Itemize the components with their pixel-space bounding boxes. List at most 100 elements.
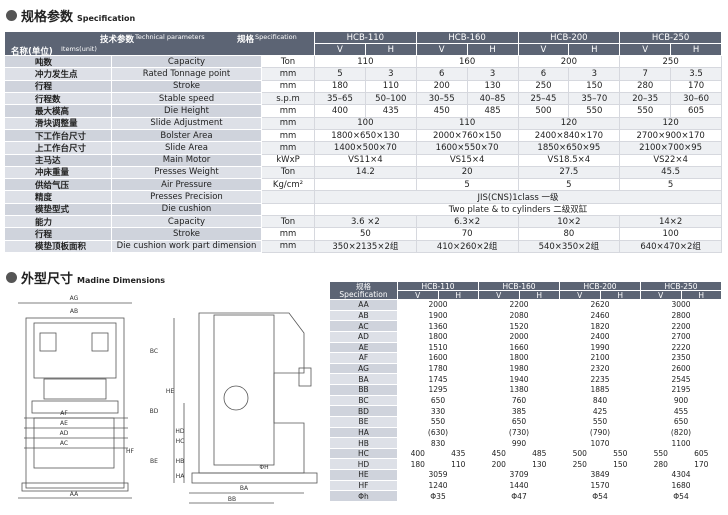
sub-header: H — [519, 291, 560, 300]
item-cn: 能力 — [5, 216, 112, 229]
value-cell: 1520 — [479, 321, 560, 332]
value-cell: 350×2135×2组 — [315, 240, 417, 253]
item-cn: 行程 — [5, 80, 112, 93]
dimension-label: HA — [176, 473, 186, 480]
value-cell: 1380 — [479, 385, 560, 396]
dim-label: AD — [330, 331, 398, 343]
dimension-label: HF — [126, 448, 135, 455]
dimension-label: AE — [60, 420, 68, 427]
value-cell: Two plate & to cylinders 二级双缸 — [315, 203, 722, 217]
value-cell: 1440 — [479, 480, 560, 492]
value-cell: 6.3×2 — [416, 216, 519, 229]
value-cell: 280 — [620, 80, 672, 93]
value-cell: 2100 — [560, 353, 641, 364]
unit: kWxP — [262, 154, 315, 167]
value-cell: 1990 — [560, 342, 641, 354]
value-cell: 605 — [681, 448, 722, 460]
value-cell: 3000 — [641, 300, 722, 311]
value-cell: 70 — [416, 228, 519, 241]
value-cell: 200 — [416, 80, 468, 93]
value-cell: 435 — [438, 448, 479, 460]
item-en: Rated Tonnage point — [112, 68, 262, 81]
value-cell: 1800×650×130 — [315, 129, 417, 143]
value-cell: 1745 — [398, 374, 479, 386]
value-cell: 540×350×2组 — [518, 240, 621, 253]
model-header: HCB-200 — [560, 282, 641, 291]
value-cell: 1780 — [398, 363, 479, 375]
value-cell: 2800 — [641, 310, 722, 322]
value-cell: 650 — [641, 416, 722, 428]
model-header: HCB-110 — [315, 32, 417, 44]
unit: s.p.m — [262, 92, 315, 106]
value-cell: 2200 — [479, 300, 560, 311]
header-text: Technical parameters — [135, 33, 205, 41]
bullet — [6, 272, 17, 283]
value-cell: 650 — [398, 395, 479, 407]
value-cell: 40–85 — [467, 92, 519, 106]
value-cell: 6 — [416, 68, 468, 81]
value-cell: 2460 — [560, 310, 641, 322]
value-cell: 20 — [416, 166, 519, 180]
dimension-label: HD — [175, 428, 185, 435]
value-cell: 110 — [315, 56, 417, 69]
item-en: Die Height — [112, 105, 262, 118]
value-cell: 110 — [438, 459, 479, 471]
value-cell: 150 — [600, 459, 641, 471]
sub-header: H — [671, 44, 722, 56]
value-cell: 3 — [569, 68, 621, 81]
unit: mm — [262, 240, 315, 253]
value-cell: 2700 — [641, 331, 722, 343]
model-header: HCB-160 — [416, 32, 519, 44]
value-cell: 2545 — [641, 374, 722, 386]
item-cn: 最大模高 — [5, 105, 112, 118]
unit: mm — [262, 129, 315, 143]
value-cell: 1680 — [641, 480, 722, 492]
value-cell: 130 — [467, 80, 519, 93]
item-cn: 冲床重量 — [5, 166, 112, 180]
value-cell: 100 — [620, 228, 722, 241]
dimension-label: HE — [166, 388, 175, 395]
value-cell: 250 — [518, 80, 570, 93]
item-cn: 行程 — [5, 228, 112, 241]
model-header: HCB-250 — [641, 282, 722, 291]
value-cell: 250 — [560, 459, 601, 471]
value-cell: 150 — [569, 80, 621, 93]
unit: Ton — [262, 216, 315, 229]
dim-label: AA — [330, 300, 398, 311]
unit: Kg/cm² — [262, 179, 315, 192]
sub-header: H — [438, 291, 479, 300]
value-cell: 20–35 — [620, 92, 672, 106]
value-cell: 2200 — [641, 321, 722, 332]
value-cell: 455 — [641, 406, 722, 417]
value-cell: 200 — [479, 459, 520, 471]
value-cell: 550 — [569, 105, 621, 118]
sub-header: H — [600, 291, 641, 300]
value-cell: 110 — [365, 80, 417, 93]
value-cell: 45.5 — [620, 166, 722, 180]
value-cell: 840 — [560, 395, 641, 407]
value-cell: 1660 — [479, 342, 560, 354]
title-en: Madine Dimensions — [77, 276, 166, 285]
value-cell: 410×260×2组 — [416, 240, 519, 253]
item-cn: 下工作台尺寸 — [5, 129, 112, 143]
value-cell: 1600×550×70 — [416, 142, 519, 155]
value-cell: 2320 — [560, 363, 641, 375]
unit: mm — [262, 228, 315, 241]
item-en: Slide Adjustment — [112, 117, 262, 130]
value-cell: 400 — [398, 448, 439, 460]
value-cell: VS11×4 — [315, 154, 417, 167]
dimension-label: AD — [60, 430, 69, 437]
unit — [262, 191, 315, 204]
value-cell: 30–55 — [416, 92, 468, 106]
model-header: HCB-200 — [518, 32, 621, 44]
value-cell: 650 — [479, 416, 560, 428]
value-cell: 2620 — [560, 300, 641, 311]
value-cell: 1850×650×95 — [518, 142, 621, 155]
value-cell: 2220 — [641, 342, 722, 354]
item-en: Main Motor — [112, 154, 262, 167]
value-cell: 550 — [600, 448, 641, 460]
value-cell: 1600 — [398, 353, 479, 364]
item-cn: 模垫型式 — [5, 203, 112, 217]
value-cell: (730) — [479, 427, 560, 439]
title-cn: 外型尺寸 — [21, 272, 74, 287]
